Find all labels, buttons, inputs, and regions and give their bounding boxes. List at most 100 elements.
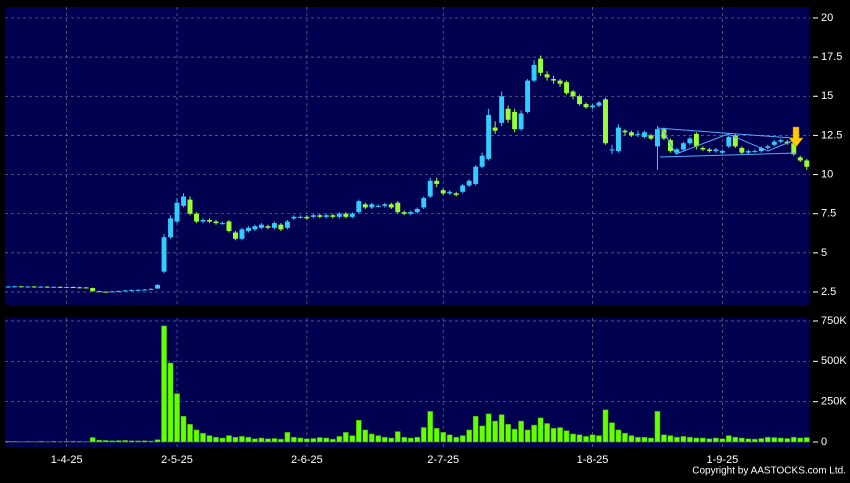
candle-body <box>493 128 498 131</box>
y-tick-label: 250K <box>821 396 847 408</box>
volume-bar <box>252 439 257 442</box>
candle-body <box>629 132 634 135</box>
candle-body <box>616 128 621 151</box>
candle-body <box>64 287 69 288</box>
volume-bar <box>402 437 407 442</box>
volume-bar <box>720 439 725 442</box>
candle-body <box>45 287 50 288</box>
candle-body <box>577 96 582 104</box>
volume-bar <box>557 427 562 442</box>
volume-bar <box>486 414 491 442</box>
volume-bar <box>285 432 290 442</box>
volume-bar <box>603 410 608 442</box>
candle-body <box>162 237 167 271</box>
candle-body <box>499 96 504 123</box>
volume-bar <box>6 441 11 442</box>
candle-body <box>363 204 368 207</box>
candle-body <box>739 148 744 153</box>
x-tick-label: 1-9-25 <box>706 454 738 466</box>
candle-body <box>564 82 569 93</box>
candle-body <box>227 222 232 231</box>
volume-bar <box>369 434 374 442</box>
volume-bar <box>337 436 342 442</box>
volume-bar <box>239 436 244 442</box>
candle-body <box>571 92 576 97</box>
candle-body <box>337 214 342 217</box>
candle-body <box>201 220 206 222</box>
volume-bar <box>25 441 30 442</box>
candle-body <box>298 217 303 218</box>
volume-bar <box>577 435 582 442</box>
candle-body <box>77 287 82 288</box>
candle-body <box>285 222 290 228</box>
candle-body <box>330 215 335 217</box>
candle-body <box>720 151 725 153</box>
volume-bar <box>298 438 303 442</box>
volume-bar <box>194 430 199 442</box>
candle-body <box>655 129 660 146</box>
candle-body <box>752 151 757 152</box>
candle-body <box>519 113 524 129</box>
volume-bar <box>200 433 205 442</box>
candle-body <box>278 225 283 230</box>
volume-bar <box>590 435 595 442</box>
volume-bar <box>135 441 140 442</box>
candle-body <box>532 65 537 81</box>
candle-body <box>765 146 770 148</box>
volume-bar <box>707 439 712 442</box>
volume-bar <box>544 423 549 442</box>
y-tick-label: 15 <box>821 90 833 102</box>
volume-bar <box>97 440 102 442</box>
candle-body <box>421 198 426 207</box>
candle-body <box>51 287 56 288</box>
volume-bar <box>187 424 192 442</box>
volume-bar <box>778 438 783 442</box>
candle-body <box>181 196 186 205</box>
volume-bar <box>265 439 270 442</box>
candle-body <box>382 204 387 206</box>
candle-body <box>538 59 543 73</box>
candle-body <box>32 287 37 288</box>
volume-bar <box>317 437 322 442</box>
y-tick-label: 5 <box>821 247 827 259</box>
candle-body <box>136 290 141 291</box>
candle-body <box>123 290 128 291</box>
candle-body <box>149 289 154 290</box>
candle-body <box>103 292 108 293</box>
volume-bar <box>713 438 718 442</box>
candle-body <box>467 181 472 186</box>
candle-body <box>71 287 76 288</box>
volume-bar <box>428 411 433 442</box>
volume-bar <box>512 429 517 442</box>
volume-bar <box>804 437 809 442</box>
volume-bar <box>278 439 283 442</box>
volume-bar <box>395 432 400 442</box>
candle-body <box>642 132 647 137</box>
candle-body <box>623 131 628 133</box>
volume-bar <box>635 437 640 442</box>
candle-body <box>188 200 193 214</box>
candle-body <box>25 287 30 288</box>
candle-body <box>220 223 225 224</box>
candle-body <box>38 287 43 288</box>
volume-bar <box>389 438 394 442</box>
candle-body <box>486 115 491 159</box>
candle-body <box>90 288 95 291</box>
candle-body <box>389 204 394 207</box>
candle-body <box>194 214 199 222</box>
volume-bar <box>174 394 179 442</box>
volume-bar <box>655 411 660 442</box>
x-tick-label: 2-7-25 <box>427 454 459 466</box>
volume-bar <box>168 363 173 442</box>
volume-bar <box>531 425 536 442</box>
volume-bar <box>291 437 296 442</box>
candle-body <box>480 156 485 167</box>
candle-body <box>428 181 433 197</box>
candle-body <box>512 112 517 129</box>
candle-body <box>700 148 705 150</box>
volume-bar <box>759 438 764 442</box>
volume-bar <box>454 437 459 442</box>
candle-body <box>239 229 244 238</box>
volume-bar <box>616 430 621 442</box>
volume-bar <box>519 421 524 442</box>
